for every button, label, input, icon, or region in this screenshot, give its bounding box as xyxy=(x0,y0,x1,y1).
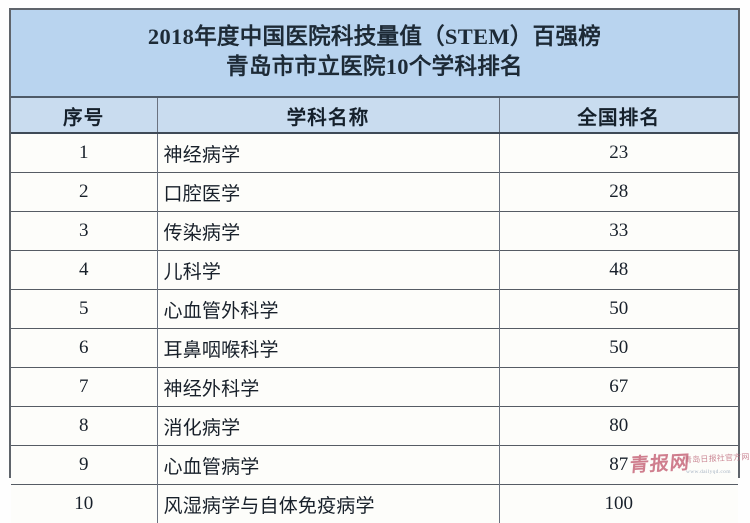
row-national-rank: 50 xyxy=(499,290,738,329)
row-discipline-name: 神经病学 xyxy=(157,133,499,173)
row-discipline-name: 心血管外科学 xyxy=(157,290,499,329)
stem-ranking-table: 2018年度中国医院科技量值（STEM）百强榜 青岛市市立医院10个学科排名 序… xyxy=(11,10,738,523)
row-discipline-name: 耳鼻咽喉科学 xyxy=(157,329,499,368)
row-discipline-name: 心血管病学 xyxy=(157,446,499,485)
table-title-line-1: 2018年度中国医院科技量值（STEM）百强榜 xyxy=(15,22,734,52)
row-national-rank: 80 xyxy=(499,407,738,446)
table-body: 2018年度中国医院科技量值（STEM）百强榜 青岛市市立医院10个学科排名 序… xyxy=(11,10,738,523)
row-national-rank: 67 xyxy=(499,368,738,407)
table-title-cell: 2018年度中国医院科技量值（STEM）百强榜 青岛市市立医院10个学科排名 xyxy=(11,10,738,97)
row-national-rank: 28 xyxy=(499,173,738,212)
row-index: 9 xyxy=(11,446,157,485)
column-header-discipline-name: 学科名称 xyxy=(157,97,499,133)
column-header-row: 序号 学科名称 全国排名 xyxy=(11,97,738,133)
row-index: 2 xyxy=(11,173,157,212)
row-national-rank: 48 xyxy=(499,251,738,290)
table-row: 4 儿科学 48 xyxy=(11,251,738,290)
row-index: 8 xyxy=(11,407,157,446)
table-row: 5 心血管外科学 50 xyxy=(11,290,738,329)
row-discipline-name: 口腔医学 xyxy=(157,173,499,212)
row-index: 7 xyxy=(11,368,157,407)
stem-ranking-table-container: 2018年度中国医院科技量值（STEM）百强榜 青岛市市立医院10个学科排名 序… xyxy=(9,8,740,478)
row-index: 4 xyxy=(11,251,157,290)
table-row: 10 风湿病学与自体免疫病学 100 xyxy=(11,485,738,523)
row-national-rank: 87 xyxy=(499,446,738,485)
table-row: 1 神经病学 23 xyxy=(11,133,738,173)
title-row: 2018年度中国医院科技量值（STEM）百强榜 青岛市市立医院10个学科排名 xyxy=(11,10,738,97)
row-national-rank: 23 xyxy=(499,133,738,173)
row-index: 6 xyxy=(11,329,157,368)
table-row: 6 耳鼻咽喉科学 50 xyxy=(11,329,738,368)
table-row: 8 消化病学 80 xyxy=(11,407,738,446)
table-row: 7 神经外科学 67 xyxy=(11,368,738,407)
row-discipline-name: 传染病学 xyxy=(157,212,499,251)
row-national-rank: 100 xyxy=(499,485,738,523)
row-index: 5 xyxy=(11,290,157,329)
row-discipline-name: 儿科学 xyxy=(157,251,499,290)
row-index: 3 xyxy=(11,212,157,251)
row-discipline-name: 风湿病学与自体免疫病学 xyxy=(157,485,499,523)
column-header-index: 序号 xyxy=(11,97,157,133)
row-national-rank: 33 xyxy=(499,212,738,251)
table-row: 9 心血管病学 87 xyxy=(11,446,738,485)
row-index: 10 xyxy=(11,485,157,523)
table-row: 3 传染病学 33 xyxy=(11,212,738,251)
screenshot-root: 2018年度中国医院科技量值（STEM）百强榜 青岛市市立医院10个学科排名 序… xyxy=(0,0,750,487)
row-discipline-name: 神经外科学 xyxy=(157,368,499,407)
column-header-national-rank: 全国排名 xyxy=(499,97,738,133)
row-index: 1 xyxy=(11,133,157,173)
table-title-line-2: 青岛市市立医院10个学科排名 xyxy=(15,52,734,82)
table-row: 2 口腔医学 28 xyxy=(11,173,738,212)
row-discipline-name: 消化病学 xyxy=(157,407,499,446)
row-national-rank: 50 xyxy=(499,329,738,368)
